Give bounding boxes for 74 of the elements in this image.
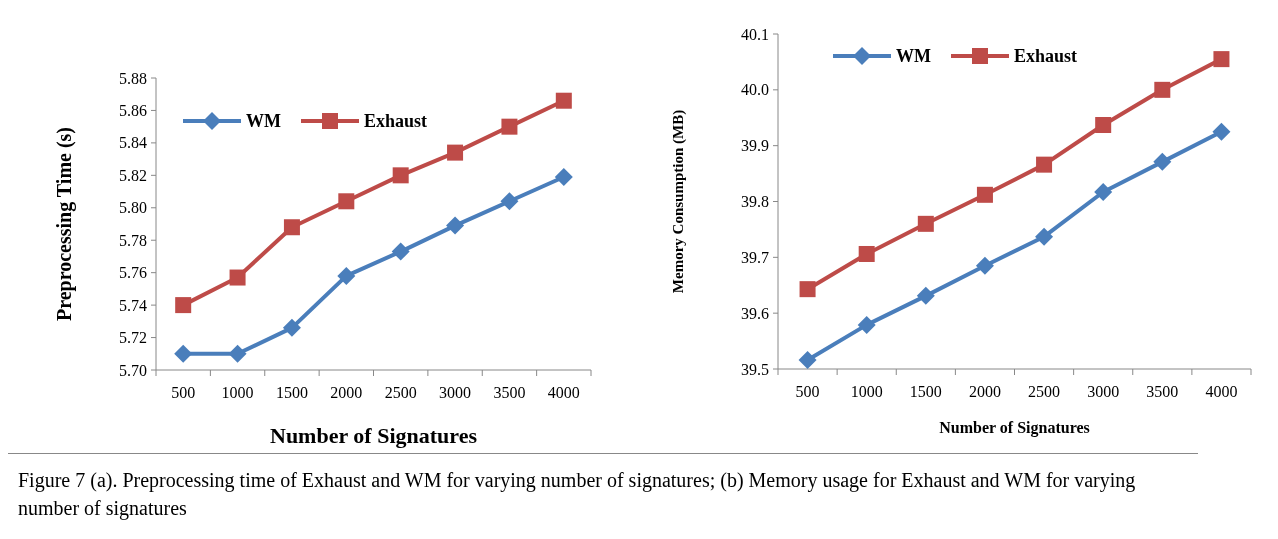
point (446, 216, 465, 235)
point (282, 318, 301, 337)
x-tick-label: 500 (795, 383, 820, 400)
point (1035, 227, 1054, 246)
x-tick-label: 2500 (1028, 383, 1061, 400)
y-tick-label: 5.82 (119, 166, 147, 184)
legend-label: Exhaust (1014, 46, 1078, 67)
y-tick-label: 5.72 (119, 329, 147, 347)
caption: Figure 7 (a). Preprocessing time of Exhaust and WM for varying number of signatures; (b) Memory usage for Exhaust and WM for varying number of signatures (18, 468, 1137, 522)
y-tick-label: 5.88 (119, 69, 147, 87)
point (554, 167, 573, 186)
legend-label: WM (896, 46, 931, 67)
y-tick-label: 39.8 (741, 193, 769, 211)
point (1094, 183, 1113, 202)
point (228, 344, 247, 363)
point (283, 219, 300, 236)
y-tick-label: 40.1 (741, 25, 769, 43)
y-axis-title: Memory Consumption (MB) (670, 109, 687, 294)
point (338, 193, 355, 210)
x-tick-label: 3000 (439, 384, 472, 401)
x-tick-label: 3500 (493, 384, 526, 401)
x-axis-title: Number of Signatures (270, 423, 478, 448)
x-tick-label: 1000 (850, 383, 883, 400)
y-tick-label: 5.86 (119, 102, 147, 120)
point (229, 269, 246, 286)
x-tick-label: 3500 (1146, 383, 1179, 400)
point (1095, 117, 1112, 134)
y-tick-label: 39.7 (741, 248, 769, 266)
x-tick-label: 1000 (221, 384, 254, 401)
point (1154, 81, 1171, 98)
point (500, 192, 519, 211)
point (976, 186, 993, 203)
x-tick-label: 1500 (275, 384, 308, 401)
x-tick-label: 2000 (330, 384, 363, 401)
y-tick-label: 39.6 (741, 304, 769, 322)
point (447, 144, 464, 161)
point (175, 297, 192, 314)
point (174, 344, 193, 363)
x-tick-label: 4000 (1205, 383, 1238, 400)
y-axis-title: Preprocessing Time (s) (53, 126, 76, 322)
x-axis-title: Number of Signatures (939, 419, 1090, 437)
point (917, 215, 934, 232)
x-tick-label: 2000 (968, 383, 1001, 400)
point (857, 315, 876, 334)
point (1153, 152, 1172, 171)
y-tick-label: 5.84 (119, 134, 147, 152)
y-tick-label: 5.70 (119, 361, 147, 379)
y-tick-label: 40.0 (741, 81, 769, 99)
x-tick-label: 4000 (547, 384, 580, 401)
x-tick-label: 1500 (909, 383, 942, 400)
x-tick-label: 500 (171, 384, 196, 401)
point (391, 242, 410, 261)
y-tick-label: 5.76 (119, 264, 147, 282)
point (501, 118, 518, 135)
point (799, 281, 816, 298)
point (555, 92, 572, 109)
point (975, 256, 994, 275)
legend-label: WM (246, 111, 281, 132)
x-tick-label: 2500 (384, 384, 417, 401)
point (858, 245, 875, 262)
y-tick-label: 5.78 (119, 231, 147, 249)
y-tick-label: 5.80 (119, 199, 147, 217)
point (798, 351, 817, 370)
point (1036, 156, 1053, 173)
legend-label: Exhaust (364, 111, 428, 132)
x-tick-label: 3000 (1087, 383, 1120, 400)
point (1213, 51, 1230, 68)
point (392, 167, 409, 184)
y-tick-label: 39.9 (741, 137, 769, 155)
point (337, 266, 356, 285)
y-tick-label: 5.74 (119, 296, 147, 314)
point (1212, 122, 1231, 141)
y-tick-label: 39.5 (741, 360, 769, 378)
point (916, 286, 935, 305)
